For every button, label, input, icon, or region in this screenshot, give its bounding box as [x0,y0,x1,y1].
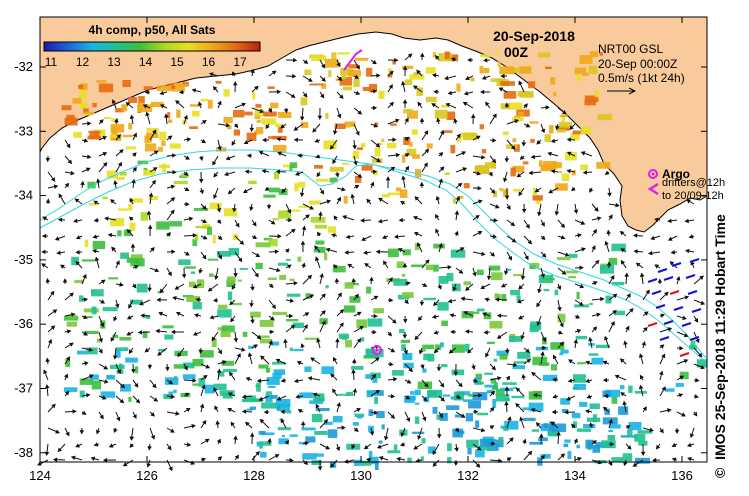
y-tick-label: -36 [14,316,33,331]
drifter-legend-marker [647,182,659,196]
copyright-symbol: © [712,467,728,478]
current-vectors [37,52,706,472]
argo-legend-marker [648,169,658,179]
colorbar-tick-label: 14 [139,55,153,69]
land-mass [39,16,708,233]
x-tick-label: 134 [564,468,586,483]
y-tick-label: -34 [14,188,33,203]
drifter-track [343,49,363,71]
y-tick-label: -32 [14,59,33,74]
colorbar-tick-label: 17 [233,55,247,69]
current-legend-model: NRT00 GSL [598,42,663,56]
y-tick-label: -38 [14,445,33,460]
x-axis: 124 126 128 130 132 134 136 [29,17,693,483]
colorbar-tick-label: 11 [45,55,58,69]
y-tick-label: -35 [14,252,33,267]
current-legend-scale: 0.5m/s (1kt 24h) [598,71,685,85]
colorbar: 4h comp, p50, All Sats 11 12 13 14 15 16 17 [43,23,261,69]
credit-text: IMOS 25-Sep-2018 11:29 Hobart Time [712,214,728,460]
x-tick-label: 124 [29,468,51,483]
drifter-legend-line2: to 20/09-12h [662,190,724,202]
drifter-legend-line1: drifters@12h [662,177,725,189]
argo-float-marker [372,345,382,355]
colorbar-caption: 4h comp, p50, All Sats [89,23,216,37]
colorbar-tick-label: 12 [76,55,90,69]
y-tick-label: -33 [14,123,33,138]
colorbar-tick-label: 13 [107,55,121,69]
x-tick-label: 136 [671,468,693,483]
bathymetry-contour [39,149,707,359]
x-tick-label: 128 [243,468,265,483]
x-tick-label: 130 [350,468,372,483]
x-tick-label: 126 [136,468,158,483]
colorbar-tick-labels: 11 12 13 14 15 16 17 [45,55,247,69]
drifter-arrows [647,258,702,357]
current-scale-arrow [607,87,637,95]
credit-line: © IMOS 25-Sep-2018 11:29 Hobart Time [712,214,728,478]
colorbar-gradient [43,41,261,52]
colorbar-tick-label: 15 [170,55,184,69]
sst-patches [61,50,707,470]
map-time: 00Z [504,44,529,60]
x-tick-label: 132 [457,468,479,483]
y-tick-label: -37 [14,381,33,396]
plot-frame [39,16,708,463]
y-axis: -32 -33 -34 -35 -36 -37 -38 [14,59,707,460]
colorbar-tick-label: 16 [202,55,216,69]
map-date: 20-Sep-2018 [493,28,575,44]
current-legend-time: 20-Sep 00:00Z [598,57,677,71]
argo-legend-label: Argo [662,167,690,181]
